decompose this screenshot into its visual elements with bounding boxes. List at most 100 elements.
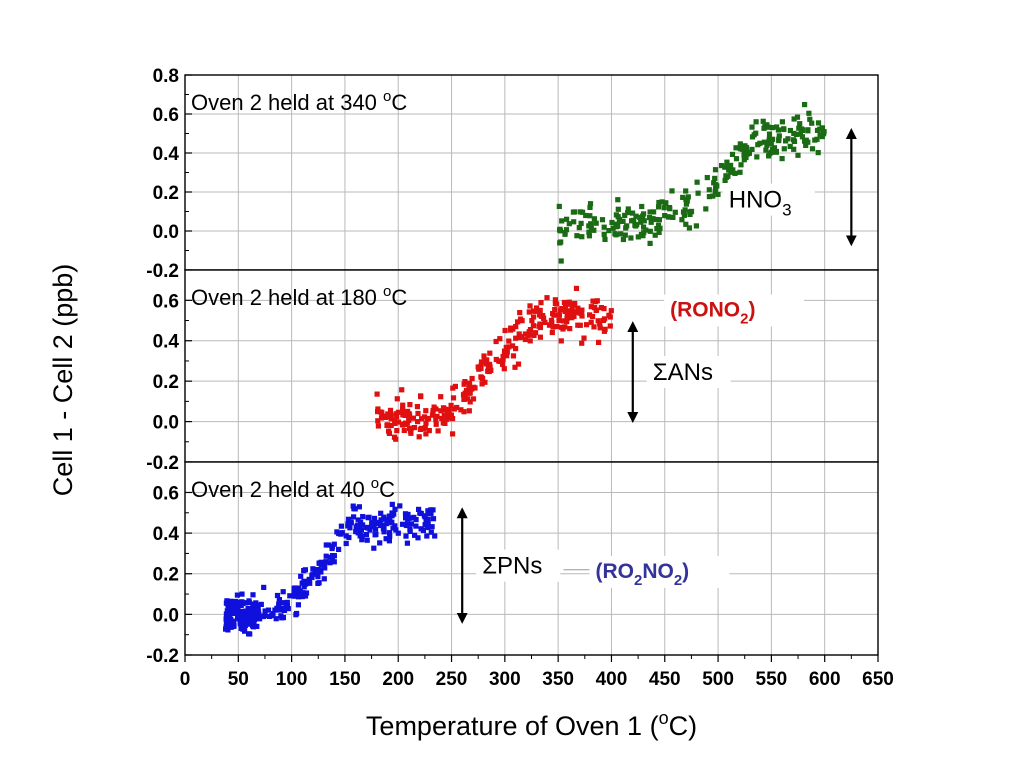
data-point bbox=[805, 139, 811, 145]
data-point bbox=[531, 332, 537, 338]
data-point bbox=[548, 317, 554, 323]
data-point bbox=[321, 576, 327, 582]
data-point bbox=[516, 331, 522, 337]
data-point bbox=[417, 510, 423, 516]
data-point bbox=[571, 219, 577, 225]
data-point bbox=[423, 420, 429, 426]
data-point bbox=[438, 408, 444, 414]
data-point bbox=[590, 313, 596, 320]
data-point bbox=[223, 619, 229, 625]
data-point bbox=[606, 228, 612, 234]
data-point bbox=[590, 298, 596, 304]
data-point bbox=[285, 606, 291, 612]
data-point bbox=[787, 127, 793, 134]
data-point bbox=[760, 118, 766, 124]
data-point bbox=[404, 540, 410, 546]
data-point bbox=[722, 177, 728, 183]
data-point bbox=[537, 307, 543, 313]
data-point bbox=[641, 211, 647, 217]
data-point bbox=[754, 154, 760, 160]
data-point bbox=[419, 416, 425, 422]
data-point bbox=[426, 428, 432, 434]
data-point bbox=[537, 334, 543, 340]
data-point bbox=[712, 188, 718, 195]
data-point bbox=[414, 404, 420, 410]
x-tick-label: 150 bbox=[329, 669, 361, 690]
data-point bbox=[239, 616, 245, 622]
data-point bbox=[295, 602, 301, 608]
data-point bbox=[392, 420, 398, 426]
data-point bbox=[265, 607, 272, 613]
data-point bbox=[318, 569, 324, 575]
panel-title-degree: o bbox=[383, 283, 391, 300]
data-point bbox=[440, 420, 446, 426]
data-point bbox=[383, 536, 389, 542]
data-point bbox=[655, 222, 662, 228]
data-point bbox=[746, 150, 752, 156]
data-point bbox=[443, 412, 449, 418]
data-point bbox=[357, 533, 363, 539]
data-point bbox=[412, 532, 418, 538]
data-point bbox=[434, 413, 440, 419]
data-point bbox=[406, 515, 413, 521]
data-point bbox=[239, 591, 245, 597]
panel-title-text: Oven 2 held at 340 bbox=[191, 90, 383, 115]
data-point bbox=[408, 521, 414, 527]
data-point bbox=[725, 173, 731, 179]
data-point bbox=[606, 312, 612, 318]
data-point bbox=[639, 203, 645, 210]
y-tick-label: 0.2 bbox=[153, 565, 179, 586]
data-point bbox=[562, 324, 568, 330]
panel-title: Oven 2 held at 340 oC bbox=[191, 88, 407, 115]
annotation-label: ΣPNs bbox=[482, 553, 542, 580]
data-point bbox=[410, 415, 416, 421]
data-point bbox=[641, 224, 647, 230]
data-point bbox=[244, 616, 250, 622]
data-point bbox=[387, 533, 393, 539]
data-point bbox=[322, 560, 328, 566]
data-point bbox=[588, 226, 594, 232]
data-point bbox=[506, 338, 512, 344]
data-point bbox=[591, 216, 597, 222]
data-point bbox=[712, 175, 718, 181]
data-point bbox=[438, 394, 444, 400]
data-point bbox=[430, 516, 437, 522]
species-label-close: ) bbox=[682, 560, 689, 583]
data-point bbox=[355, 530, 361, 536]
data-point bbox=[561, 318, 567, 324]
data-point bbox=[301, 584, 307, 590]
data-point bbox=[704, 175, 710, 181]
x-axis-title-unit: C) bbox=[669, 711, 698, 741]
data-point bbox=[406, 411, 412, 417]
data-point bbox=[452, 383, 458, 389]
data-point bbox=[622, 232, 628, 238]
data-point bbox=[403, 533, 409, 539]
data-point bbox=[522, 331, 528, 337]
data-point bbox=[497, 336, 503, 342]
data-point bbox=[766, 138, 772, 144]
x-tick-label: 550 bbox=[756, 669, 788, 690]
annotation-label-background bbox=[476, 549, 561, 582]
data-point bbox=[749, 146, 755, 152]
data-point bbox=[567, 326, 573, 332]
species-label-background bbox=[664, 294, 805, 327]
data-point bbox=[425, 508, 431, 514]
data-point bbox=[601, 306, 607, 312]
data-point bbox=[587, 312, 593, 318]
data-point bbox=[667, 206, 673, 212]
data-point bbox=[566, 299, 572, 305]
annotation-label-background bbox=[646, 356, 731, 389]
data-point bbox=[236, 612, 242, 618]
data-point bbox=[415, 419, 421, 425]
data-point bbox=[710, 193, 716, 199]
data-point bbox=[806, 110, 812, 116]
data-point bbox=[240, 626, 246, 632]
data-point bbox=[554, 301, 560, 307]
data-point bbox=[384, 414, 390, 420]
data-point bbox=[351, 514, 357, 520]
panel-background bbox=[185, 75, 878, 270]
data-point bbox=[724, 159, 730, 165]
data-point bbox=[228, 599, 234, 605]
data-point bbox=[451, 406, 457, 412]
data-point bbox=[415, 535, 421, 541]
